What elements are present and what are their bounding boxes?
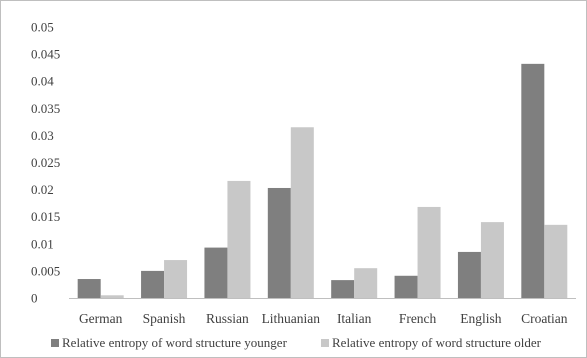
bar-lithuanian-older — [290, 127, 314, 299]
bar-croatian-older — [544, 224, 568, 298]
y-tick-label: 0.01 — [31, 236, 54, 251]
legend-label-older: Relative entropy of word structure older — [332, 335, 542, 350]
bar-russian-older — [227, 180, 251, 298]
bar-italian-younger — [331, 280, 355, 298]
x-tick-label: French — [399, 311, 437, 326]
x-tick-label: Croatian — [521, 311, 568, 326]
legend-swatch-older — [321, 339, 329, 347]
y-tick-label: 0.035 — [31, 101, 60, 116]
y-tick-label: 0.02 — [31, 182, 54, 197]
legend: Relative entropy of word structure young… — [51, 335, 542, 350]
x-tick-label: Lithuanian — [262, 311, 321, 326]
legend-label-younger: Relative entropy of word structure young… — [62, 335, 288, 350]
y-tick-label: 0 — [31, 291, 38, 306]
x-tick-label: English — [460, 311, 502, 326]
bar-russian-younger — [204, 247, 228, 298]
x-tick-label: German — [79, 311, 123, 326]
y-tick-label: 0.015 — [31, 209, 60, 224]
bar-french-younger — [394, 275, 418, 298]
bar-english-older — [480, 222, 504, 298]
bar-croatian-younger — [521, 63, 545, 298]
x-axis-labels: German Spanish Russian Lithuanian Italian Fre… — [79, 311, 568, 326]
y-tick-label: 0.04 — [31, 74, 54, 89]
bar-italian-older — [354, 268, 378, 298]
bars — [77, 63, 568, 299]
bar-spanish-younger — [141, 270, 165, 298]
x-tick-label: Russian — [206, 311, 249, 326]
x-tick-label: Italian — [337, 311, 372, 326]
bar-lithuanian-younger — [267, 187, 291, 298]
legend-swatch-younger — [51, 339, 59, 347]
y-tick-label: 0.045 — [31, 47, 60, 62]
x-tick-label: Spanish — [143, 311, 186, 326]
bar-spanish-older — [164, 260, 188, 298]
bar-english-younger — [457, 251, 481, 298]
y-tick-label: 0.05 — [31, 20, 54, 35]
y-tick-label: 0.005 — [31, 263, 60, 278]
bar-french-older — [417, 206, 441, 298]
y-axis: 0 0.005 0.01 0.015 0.02 0.025 0.03 0.035 0.04 0.0… — [31, 20, 60, 306]
bar-german-younger — [77, 279, 101, 298]
y-tick-label: 0.025 — [31, 155, 60, 170]
bar-german-older — [100, 295, 124, 298]
y-tick-label: 0.03 — [31, 128, 54, 143]
